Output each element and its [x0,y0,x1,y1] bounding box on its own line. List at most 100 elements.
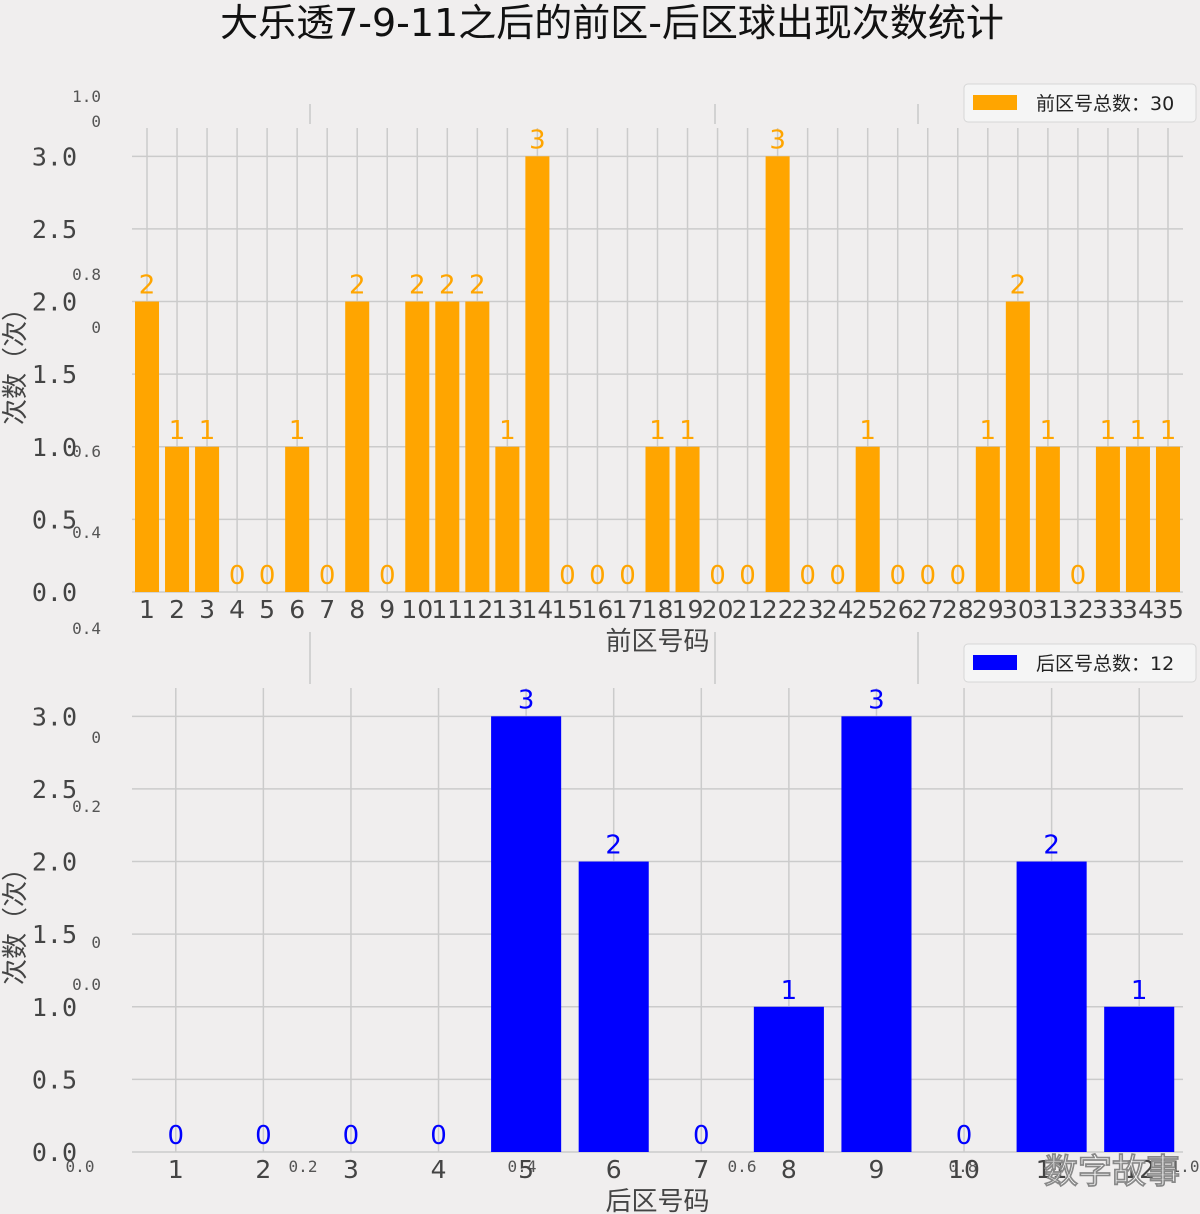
bar-value-label: 1 [649,416,666,446]
background-x-tick-label: 0.6 [728,1157,757,1176]
x-tick-label: 1 [139,595,155,624]
bar-value-label: 0 [379,561,396,591]
bar-front-12 [465,301,490,592]
bar-front-10 [405,301,430,592]
bar-value-label: 1 [1160,416,1177,446]
bar-value-label: 1 [1040,416,1057,446]
x-tick-label: 7 [319,595,335,624]
bar-back-12 [1104,1006,1175,1152]
bar-value-label: 0 [709,561,726,591]
bar-value-label: 1 [1130,416,1147,446]
x-tick-label: 12 [1123,1155,1155,1184]
x-tick-label: 7 [693,1155,709,1184]
bar-front-25 [855,446,880,592]
x-tick-label: 5 [518,1155,534,1184]
y-tick-label: 0.0 [32,1138,77,1167]
bar-front-11 [435,301,460,592]
x-tick-label: 33 [1092,595,1124,624]
bar-front-3 [195,446,220,592]
bar-front-35 [1155,446,1180,592]
x-tick-label: 35 [1152,595,1184,624]
y-tick-label: 1.5 [32,920,77,949]
y-tick-label: 1.0 [32,993,77,1022]
background-x-tick-label: 0.8 [949,1157,978,1176]
x-tick-label: 23 [792,595,824,624]
x-tick-label: 5 [259,595,275,624]
bar-back-5 [491,716,562,1152]
bar-value-label: 0 [950,561,967,591]
bar-value-label: 0 [919,561,936,591]
x-tick-label: 10 [401,595,433,624]
x-tick-label: 3 [199,595,215,624]
y-tick-label: 3.0 [32,142,77,171]
bar-value-label: 1 [1100,416,1117,446]
bar-value-label: 0 [343,1121,360,1151]
bar-front-31 [1035,446,1060,592]
bar-front-13 [495,446,520,592]
y-tick-label: 3.0 [32,702,77,731]
x-tick-label: 16 [582,595,614,624]
x-tick-label: 19 [672,595,704,624]
bar-value-label: 1 [289,416,306,446]
bar-value-label: 0 [319,561,336,591]
bar-front-18 [645,446,670,592]
bar-back-11 [1016,861,1087,1152]
bar-value-label: 0 [889,561,906,591]
bar-value-label: 2 [1043,831,1060,861]
bar-value-label: 0 [168,1121,185,1151]
x-tick-label: 24 [822,595,854,624]
bar-front-6 [285,446,310,592]
bar-value-label: 0 [589,561,606,591]
bar-value-label: 1 [859,416,876,446]
bar-back-8 [753,1006,824,1152]
bar-value-label: 1 [1131,976,1148,1006]
y-tick-label: 1.0 [32,433,77,462]
bar-value-label: 2 [605,831,622,861]
bar-value-label: 0 [559,561,576,591]
bar-value-label: 2 [139,271,156,301]
x-tick-label: 32 [1062,595,1094,624]
x-tick-label: 34 [1122,595,1154,624]
background-y-tick-label: 0.0 [72,975,101,994]
bar-value-label: 2 [409,271,426,301]
legend-swatch [973,95,1017,110]
background-x-tick-label: 0.0 [66,1157,95,1176]
x-tick-label: 17 [612,595,644,624]
bar-value-label: 0 [956,1121,973,1151]
x-tick-label: 15 [552,595,584,624]
bar-value-label: 1 [679,416,696,446]
y-tick-label: 2.5 [32,775,77,804]
legend-swatch [973,655,1017,670]
bar-value-label: 1 [781,976,798,1006]
x-tick-label: 10 [948,1155,980,1184]
y-axis-label: 次数（次） [1,295,31,425]
x-tick-label: 20 [702,595,734,624]
bar-value-label: 2 [1010,271,1027,301]
legend-box [963,83,1197,123]
bar-value-label: 2 [469,271,486,301]
x-tick-label: 11 [431,595,463,624]
x-tick-label: 25 [852,595,884,624]
x-tick-label: 31 [1032,595,1064,624]
bar-value-label: 1 [980,416,997,446]
y-tick-label: 0.0 [32,578,77,607]
bar-value-label: 0 [430,1121,447,1151]
bar-value-label: 3 [769,125,786,155]
bar-value-label: 0 [619,561,636,591]
background-y-tick-label: 0.8 [72,265,101,284]
bar-front-8 [345,301,370,592]
bar-value-label: 0 [1070,561,1087,591]
x-tick-label: 6 [606,1155,622,1184]
bar-value-label: 0 [229,561,246,591]
bar-value-label: 2 [349,271,366,301]
bar-value-label: 0 [799,561,816,591]
background-y-tick-label: 0.4 [72,619,101,638]
bar-value-label: 2 [439,271,456,301]
y-tick-label: 0.5 [32,1065,77,1094]
x-tick-label: 28 [942,595,974,624]
x-tick-label: 6 [289,595,305,624]
background-y-tick-label: 0 [91,112,101,131]
y-tick-label: 2.5 [32,215,77,244]
background-y-tick-label: 0 [91,933,101,952]
